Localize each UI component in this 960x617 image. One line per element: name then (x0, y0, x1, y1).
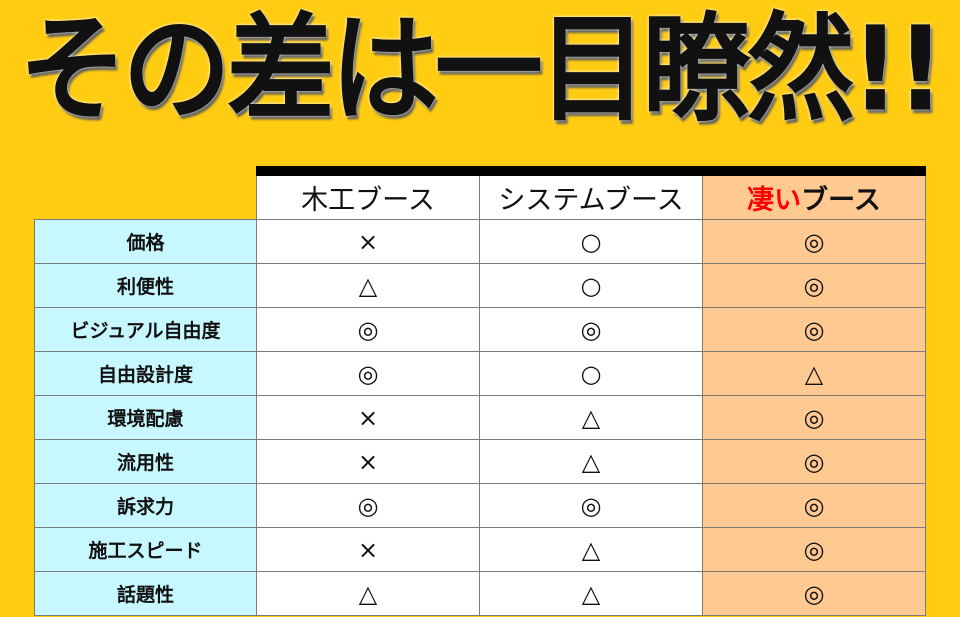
rating-cell: × (256, 439, 480, 484)
table-row: 流用性 × △ ◎ (34, 439, 926, 484)
rating-cell: × (256, 527, 480, 572)
table-row: 価格 × ○ ◎ (34, 219, 926, 264)
row-label: 自由設計度 (34, 351, 257, 396)
header-label: ブース (801, 185, 881, 216)
header-amazing-booth: 凄いブース (702, 176, 926, 220)
row-label: 価格 (34, 219, 257, 264)
rating-cell: △ (256, 571, 480, 616)
page-title: その差は一目瞭然!! (0, 2, 960, 138)
table-header-row: 木工ブース システムブース 凄いブース (34, 176, 926, 220)
row-label: 環境配慮 (34, 395, 257, 440)
rating-cell: ◎ (702, 571, 926, 616)
rating-cell: ◎ (702, 219, 926, 264)
rating-cell: ○ (479, 219, 703, 264)
rating-cell: ◎ (479, 307, 703, 352)
comparison-table: 木工ブース システムブース 凄いブース 価格 × ○ ◎ 利便性 △ ○ ◎ ビジュアル自由度 ◎… (34, 176, 926, 616)
row-label: 流用性 (34, 439, 257, 484)
row-label: 利便性 (34, 263, 257, 308)
header-wood-booth: 木工ブース (256, 176, 480, 220)
title-text: その差は一目瞭然!! (18, 2, 946, 138)
table-row: ビジュアル自由度 ◎ ◎ ◎ (34, 307, 926, 352)
rating-cell: ◎ (702, 395, 926, 440)
row-label: ビジュアル自由度 (34, 307, 257, 352)
row-label: 訴求力 (34, 483, 257, 528)
table-row: 訴求力 ◎ ◎ ◎ (34, 483, 926, 528)
table-row: 施工スピード × △ ◎ (34, 527, 926, 572)
rating-cell: × (256, 219, 480, 264)
row-label: 施工スピード (34, 527, 257, 572)
rating-cell: ◎ (702, 483, 926, 528)
header-emphasis: 凄い (747, 185, 802, 216)
rating-cell: ◎ (702, 307, 926, 352)
rating-cell: ○ (479, 263, 703, 308)
table-row: 話題性 △ △ ◎ (34, 571, 926, 616)
rating-cell: △ (479, 439, 703, 484)
rating-cell: ◎ (702, 263, 926, 308)
rating-cell: ○ (479, 351, 703, 396)
rating-cell: △ (479, 571, 703, 616)
row-label: 話題性 (34, 571, 257, 616)
table-row: 利便性 △ ○ ◎ (34, 263, 926, 308)
rating-cell: ◎ (256, 307, 480, 352)
table-row: 環境配慮 × △ ◎ (34, 395, 926, 440)
table-row: 自由設計度 ◎ ○ △ (34, 351, 926, 396)
rating-cell: ◎ (256, 483, 480, 528)
header-blank (34, 176, 257, 220)
rating-cell: ◎ (702, 439, 926, 484)
rating-cell: △ (256, 263, 480, 308)
header-system-booth: システムブース (479, 176, 703, 220)
rating-cell: ◎ (702, 527, 926, 572)
rating-cell: × (256, 395, 480, 440)
rating-cell: △ (702, 351, 926, 396)
rating-cell: △ (479, 395, 703, 440)
rating-cell: ◎ (479, 483, 703, 528)
table-top-bar (256, 166, 926, 176)
rating-cell: △ (479, 527, 703, 572)
rating-cell: ◎ (256, 351, 480, 396)
